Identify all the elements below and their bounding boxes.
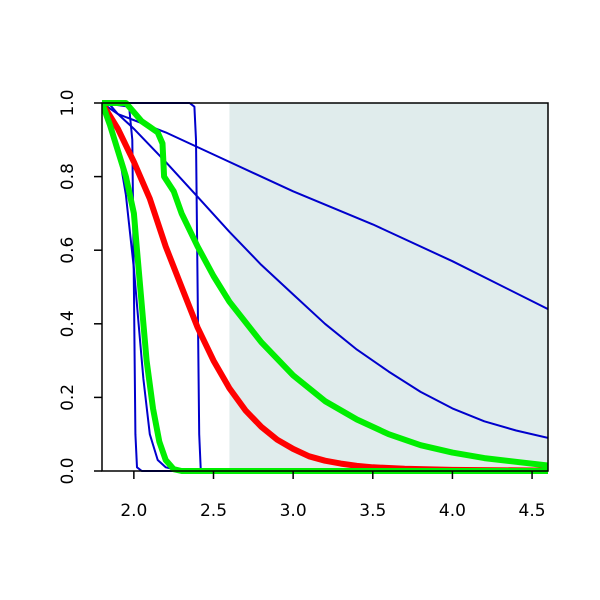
series-line-8	[102, 100, 548, 469]
plot-border	[101, 102, 549, 472]
series-line-5	[102, 102, 548, 311]
x-tick-label-5: 4.0	[439, 501, 466, 521]
x-tick-label-2: 2.5	[200, 501, 227, 521]
y-tick-label-2: 0.2	[58, 384, 78, 411]
x-tick-label-4: 3.5	[359, 501, 386, 521]
series-line-7	[102, 100, 548, 474]
y-tick-label-3: 0.4	[58, 310, 78, 337]
shaded-region	[229, 103, 548, 471]
y-tick-label-1: 0.0	[58, 457, 78, 484]
y-tick-label-5: 0.8	[58, 163, 78, 190]
series-line-4	[102, 102, 548, 439]
x-tick-label-6: 4.5	[519, 501, 546, 521]
y-tick-label-4: 0.6	[58, 237, 78, 264]
y-tick-label-6: 1.0	[58, 89, 78, 116]
x-tick-label-3: 3.0	[280, 501, 307, 521]
series-line-6	[102, 100, 548, 474]
x-tick-label-1: 2.0	[120, 501, 147, 521]
